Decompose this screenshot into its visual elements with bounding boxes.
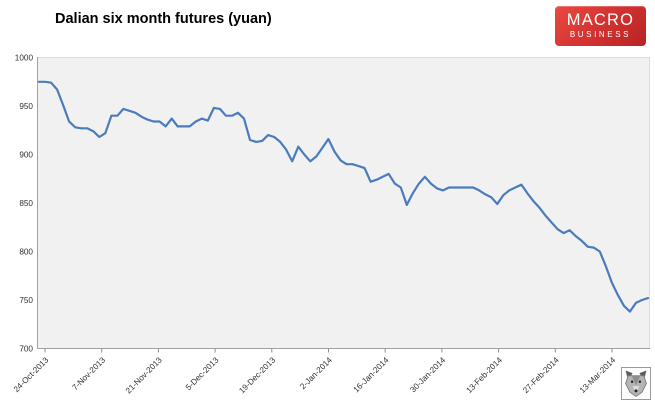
x-axis-label: 30-Jan-2014 [408,355,447,394]
logo-text-macro: MACRO [566,11,635,29]
y-axis-label: 700 [19,344,33,353]
x-axis-label: 27-Feb-2014 [521,355,561,395]
x-axis-label: 13-Feb-2014 [464,355,504,395]
x-axis-label: 24-Oct-2013 [12,355,51,394]
logo-text-business: BUSINESS [569,30,632,39]
x-axis-label: 21-Nov-2013 [124,355,164,395]
y-axis-label: 900 [19,150,33,159]
wolf-head-icon [625,370,647,398]
y-axis-label: 850 [19,199,33,208]
x-axis-label: 7-Nov-2013 [70,355,107,392]
plot-area [37,57,650,349]
wolf-logo-badge[interactable] [621,367,651,400]
x-axis-label: 16-Jan-2014 [352,355,391,394]
x-axis-label: 19-Dec-2013 [237,355,277,395]
chart-title: Dalian six month futures (yuan) [55,11,272,27]
macro-business-logo[interactable]: MACRO BUSINESS [555,6,646,46]
y-axis-label: 750 [19,296,33,305]
y-axis-label: 1000 [15,53,34,62]
x-axis-label: 13-Mar-2014 [578,355,618,395]
futures-price-line [37,80,650,313]
x-axis-label: 2-Jan-2014 [298,355,334,391]
y-axis-label: 950 [19,102,33,111]
y-axis-label: 800 [19,247,33,256]
x-axis-label: 5-Dec-2013 [184,355,221,392]
